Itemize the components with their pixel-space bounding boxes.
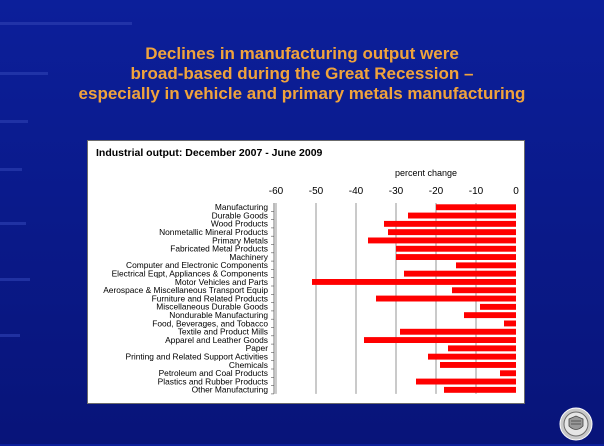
chart-panel: Industrial output: December 2007 - June … (87, 140, 525, 404)
bar (500, 370, 516, 377)
category-label: Aerospace & Miscellaneous Transport Equi… (103, 285, 268, 295)
slide-title-line: broad-based during the Great Recession – (130, 64, 474, 83)
category-label: Printing and Related Support Activities (126, 352, 268, 362)
category-label: Paper (246, 343, 269, 353)
bar (408, 212, 516, 219)
bar (384, 220, 516, 227)
x-tick-label: -20 (429, 186, 444, 197)
x-tick-label: -40 (349, 186, 364, 197)
bar-chart: Industrial output: December 2007 - June … (96, 147, 519, 395)
x-tick-label: -50 (309, 186, 324, 197)
bar (452, 287, 516, 294)
category-label: Manufacturing (215, 202, 268, 212)
axis-title: percent change (395, 168, 457, 178)
bar (480, 303, 516, 310)
category-label: Apparel and Leather Goods (165, 335, 268, 345)
bar-layer (312, 204, 516, 393)
category-label: Motor Vehicles and Parts (175, 277, 268, 287)
bar (364, 337, 516, 343)
bar (312, 279, 516, 285)
bar (448, 345, 516, 352)
decorative-stripe (0, 222, 26, 225)
category-label: Nonmetallic Mineral Products (159, 227, 268, 237)
category-label: Food, Beverages, and Tobacco (152, 318, 268, 328)
x-tick-label: -10 (469, 186, 484, 197)
bar (428, 353, 516, 360)
bar (464, 312, 516, 319)
category-label: Computer and Electronic Components (126, 260, 268, 270)
category-label: Textile and Product Mills (178, 327, 268, 337)
category-label: Primary Metals (212, 235, 268, 245)
category-label: Chemicals (229, 360, 268, 370)
bar (440, 362, 516, 368)
bar (444, 386, 516, 393)
bar (396, 245, 516, 252)
decorative-stripe (0, 278, 30, 281)
category-label: Machinery (229, 252, 268, 262)
slide-title-line: Declines in manufacturing output were (145, 44, 459, 63)
chart-title: Industrial output: December 2007 - June … (96, 147, 323, 159)
bar (456, 262, 516, 269)
federal-reserve-seal-icon (559, 407, 593, 441)
decorative-stripe (0, 72, 48, 75)
bar (404, 270, 516, 277)
category-label: Plastics and Rubber Products (158, 376, 268, 386)
category-label: Fabricated Metal Products (170, 244, 268, 254)
slide-title: Declines in manufacturing output were br… (10, 44, 594, 104)
category-label: Furniture and Related Products (152, 293, 268, 303)
decorative-stripe (0, 120, 28, 123)
x-tick-label: -30 (389, 186, 404, 197)
decorative-stripe (0, 168, 22, 171)
category-label: Durable Goods (212, 210, 268, 220)
category-label: Electrical Eqpt, Appliances & Components (112, 269, 268, 279)
category-label: Wood Products (211, 219, 268, 229)
tick-layer: -60 -50 -40 -30 -20 -10 0 (269, 186, 519, 197)
decorative-stripe (0, 22, 132, 25)
bar (436, 204, 516, 211)
bar (504, 320, 516, 327)
bar (416, 378, 516, 385)
x-tick-label: 0 (513, 186, 519, 197)
category-label: Other Manufacturing (192, 385, 269, 395)
bar (368, 237, 516, 244)
bar (396, 254, 516, 260)
decorative-stripe (0, 334, 20, 337)
bar (376, 295, 516, 302)
bar (388, 229, 516, 236)
category-label: Miscellaneous Durable Goods (156, 302, 268, 312)
slide-title-line: especially in vehicle and primary metals… (78, 84, 526, 103)
category-label: Petroleum and Coal Products (159, 368, 268, 378)
bar (400, 328, 516, 335)
category-label: Nondurable Manufacturing (169, 310, 268, 320)
x-tick-label: -60 (269, 186, 284, 197)
